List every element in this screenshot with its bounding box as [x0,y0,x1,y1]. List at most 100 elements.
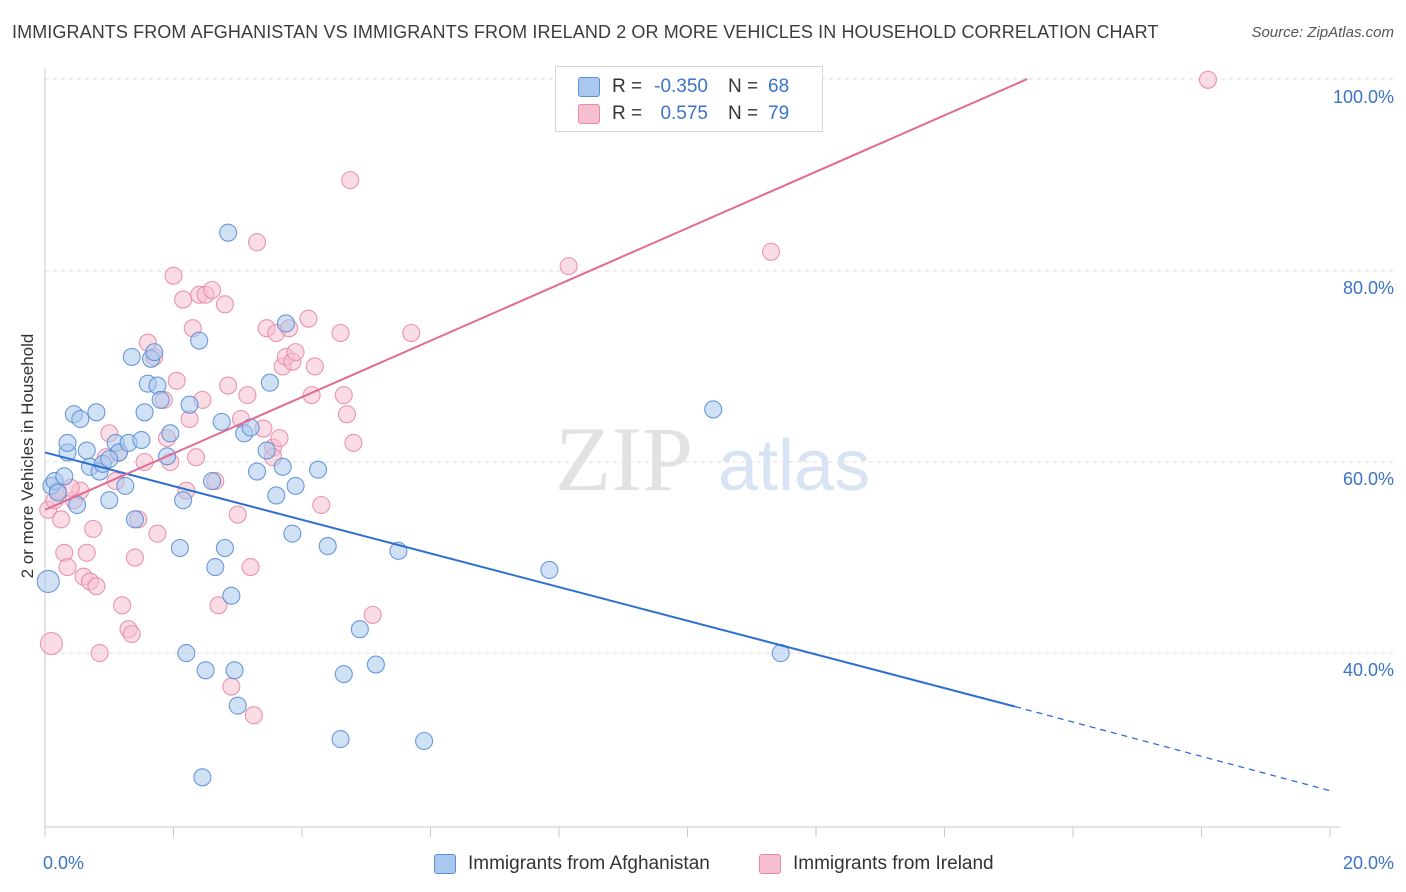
ireland-point [305,357,324,376]
afghanistan-point [273,457,292,476]
ireland-point [209,596,228,615]
afghanistan-point [116,476,135,495]
afghanistan-point [212,412,231,431]
afghanistan-point [100,450,119,469]
ireland-point [125,548,144,567]
trend-layer [44,78,1331,792]
afghanistan-point [36,569,60,593]
ireland-point [122,624,141,644]
afghanistan-point [58,433,77,452]
ireland-point [244,706,263,725]
bottom-legend-afghanistan: Immigrants from Afghanistan [434,852,710,876]
ireland-point [402,323,421,343]
ireland-point [174,290,193,309]
afghanistan-point [331,730,350,749]
ireland-point [1198,70,1217,89]
legend-n-value: 79 [768,103,790,124]
ireland-point [344,433,363,452]
afghanistan-point [132,430,151,450]
ireland-point [337,405,357,424]
afghanistan-point [135,403,154,422]
afghanistan-point [260,373,279,392]
afghanistan-point [161,424,180,443]
legend-row-afghanistan: R = -0.350 N = 68 [578,75,789,99]
ireland-point [341,171,360,190]
legend-r-label: R = [612,76,643,97]
legend-r-value: 0.575 [660,103,708,124]
ireland-point [58,558,77,577]
bottom-legend-ireland: Immigrants from Ireland [759,852,994,876]
y-tick-label: 40.0% [1343,660,1394,680]
afghanistan-point [334,665,353,684]
y-axis-label: 2 or more Vehicles in Household [18,333,37,579]
y-tick-label: 80.0% [1343,278,1394,298]
y-tick-label: 100.0% [1333,87,1394,107]
ireland-point [238,386,257,405]
ireland-point [87,577,106,596]
afghanistan-point [174,491,193,510]
afghanistan-point [100,491,119,510]
afghanistan-point [196,661,215,680]
afghanistan-point [48,483,67,502]
ireland-point [203,280,222,300]
ireland-point [312,495,331,515]
afghanistan-point [225,661,244,680]
ireland-point [286,343,305,362]
watermark-zip: ZIP [555,408,693,510]
axes-layer [44,68,1340,837]
ireland-point [299,309,318,328]
afghanistan-point [193,768,212,787]
legend-swatch-afghanistan [578,77,600,97]
ireland-point [186,448,206,467]
afghanistan-point [122,347,141,366]
legend-n-label: N = [728,76,759,97]
ireland-point [247,233,267,252]
bottom-legend-swatch-afghanistan [434,854,456,874]
legend-r-value: -0.350 [654,76,708,97]
afghanistan-trend-line [44,451,1016,708]
legend-swatch-ireland [578,104,600,124]
afghanistan-point [228,696,247,715]
ireland-point [39,631,63,656]
afghanistan-point [177,644,196,663]
afghanistan-point [87,403,106,422]
afghanistan-point [309,460,328,479]
legend-n-value: 68 [768,76,790,97]
x-tick-label: 0.0% [43,853,84,873]
afghanistan-point [203,472,222,491]
watermark-atlas: atlas [718,426,870,506]
ireland-point [84,519,103,538]
afghanistan-point [704,400,723,419]
ireland-point [222,677,241,696]
afghanistan-point [350,620,369,639]
ireland-point [52,510,71,529]
afghanistan-point [151,390,170,409]
ireland-trend-line [44,78,1028,511]
ireland-point [148,524,167,543]
afghanistan-point [257,441,276,460]
ireland-point [270,429,289,448]
afghanistan-point [77,441,96,460]
ireland-point [761,242,781,261]
afghanistan-point [415,731,434,751]
tick-labels-layer: 40.0% 60.0% 80.0% 100.0% 0.0% 20.0% [43,87,1394,873]
afghanistan-point [540,560,559,580]
ireland-point [241,558,260,577]
afghanistan-point [276,314,295,333]
afghanistan-point [170,538,189,558]
points-layer [36,70,1217,787]
x-tick-label: 20.0% [1343,853,1394,873]
ireland-point [77,543,96,562]
ireland-point [363,605,382,624]
bottom-legend-swatch-ireland [759,854,781,874]
afghanistan-point [267,486,286,505]
afghanistan-point [190,331,209,350]
afghanistan-point [222,586,241,605]
afghanistan-point [55,467,74,486]
ireland-point [113,596,132,615]
ireland-point [559,257,578,276]
afghanistan-point [125,510,144,529]
source-label: Source: ZipAtlas.com [1251,24,1394,41]
bottom-legend-label: Immigrants from Afghanistan [468,853,710,874]
